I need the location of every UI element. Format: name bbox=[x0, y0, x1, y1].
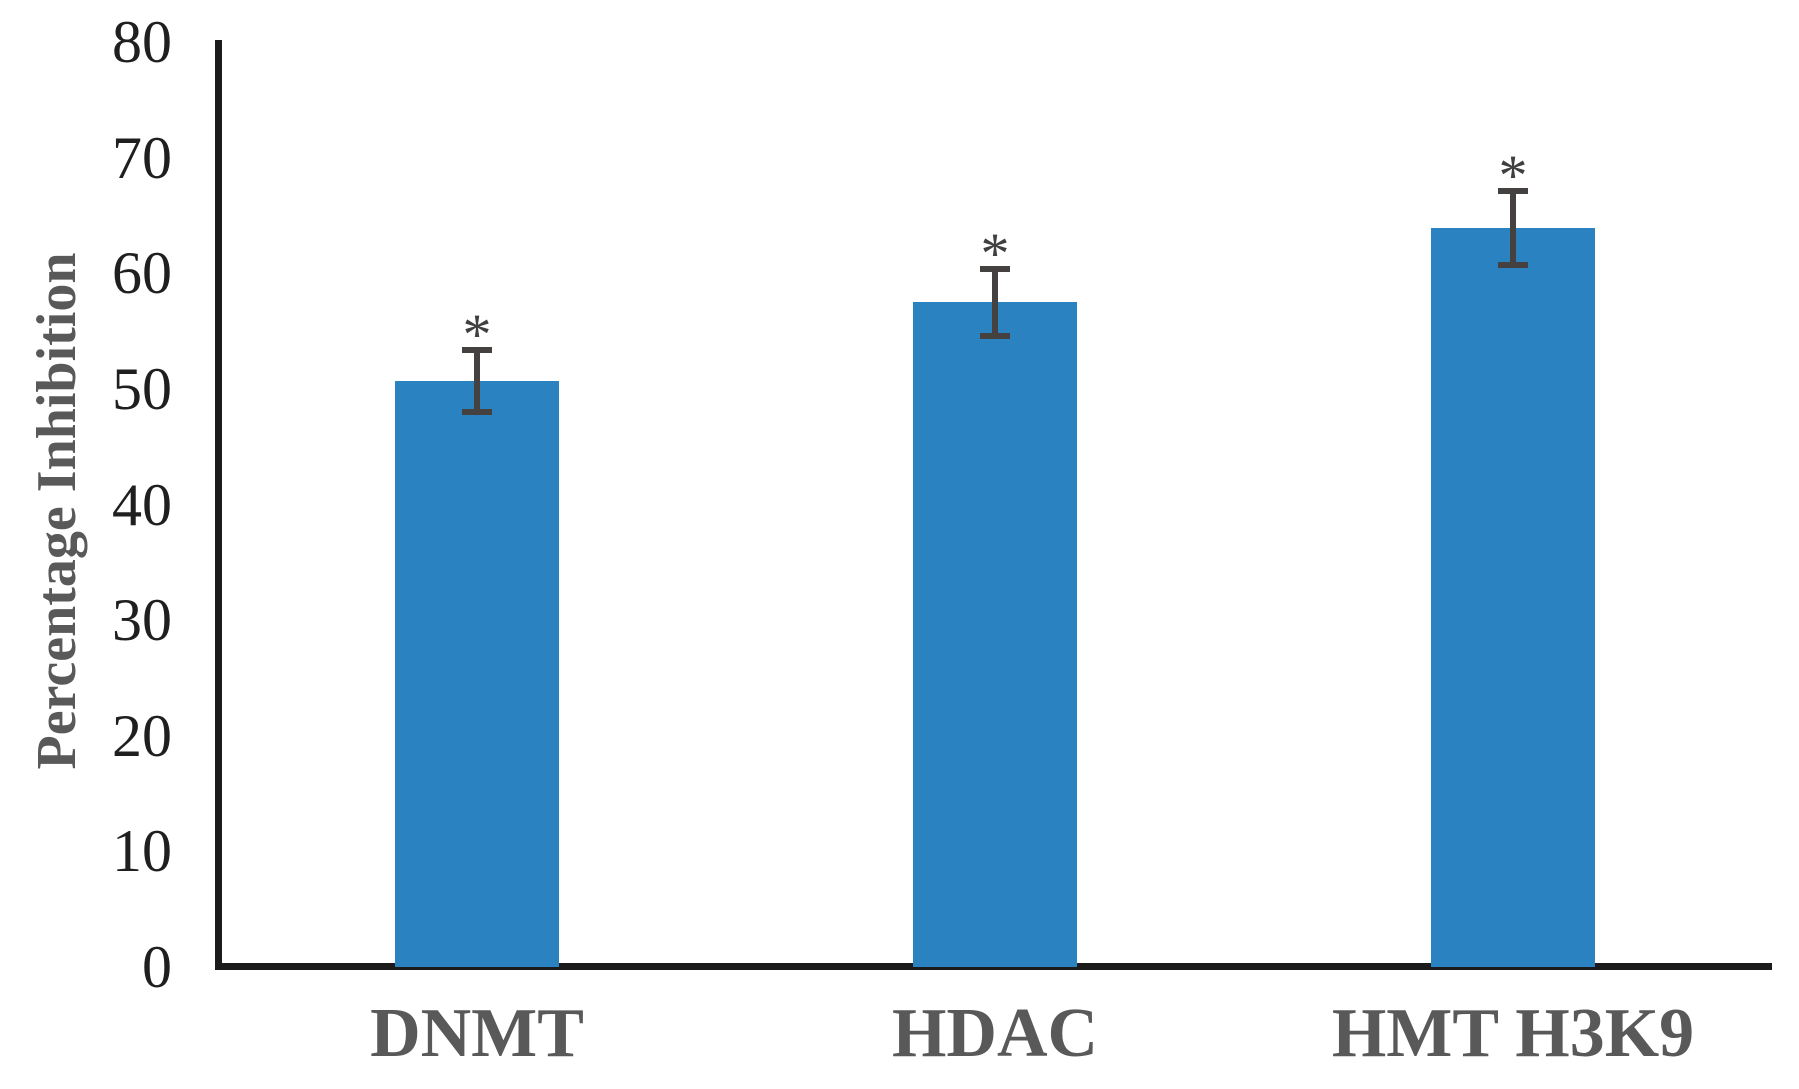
error-bar-hdac bbox=[992, 268, 998, 336]
significance-asterisk-dnmt: * bbox=[462, 301, 492, 367]
y-tick-label-0: 0 bbox=[142, 934, 172, 1000]
category-label-hdac: HDAC bbox=[891, 995, 1099, 1072]
y-axis-line bbox=[215, 40, 222, 970]
significance-asterisk-hdac: * bbox=[980, 220, 1010, 286]
error-bar-cap-bottom-dnmt bbox=[462, 409, 492, 415]
y-tick-label-20: 20 bbox=[112, 702, 172, 769]
error-bar-cap-bottom-hdac bbox=[980, 332, 1010, 339]
bar-hdac bbox=[913, 302, 1077, 967]
y-tick-label-40: 40 bbox=[112, 471, 172, 538]
error-bar-hmt-h3k9 bbox=[1510, 191, 1516, 266]
significance-asterisk-hmt-h3k9: * bbox=[1498, 143, 1528, 209]
error-bar-dnmt bbox=[474, 349, 480, 412]
error-bar-cap-top-dnmt bbox=[462, 346, 492, 353]
bar-hmt-h3k9 bbox=[1431, 228, 1595, 967]
category-label-dnmt: DNMT bbox=[370, 995, 584, 1072]
y-tick-label-70: 70 bbox=[112, 124, 172, 191]
error-bar-cap-bottom-hmt-h3k9 bbox=[1498, 262, 1528, 269]
y-tick-label-80: 80 bbox=[112, 9, 172, 75]
y-tick-label-60: 60 bbox=[112, 240, 172, 307]
bar-dnmt bbox=[395, 380, 559, 967]
y-tick-label-50: 50 bbox=[112, 355, 172, 422]
y-tick-label-10: 10 bbox=[112, 818, 172, 885]
error-bar-cap-top-hmt-h3k9 bbox=[1498, 188, 1528, 195]
y-tick-label-30: 30 bbox=[112, 587, 172, 654]
category-label-hmt-h3k9: HMT H3K9 bbox=[1331, 995, 1695, 1072]
error-bar-cap-top-hdac bbox=[980, 265, 1010, 272]
